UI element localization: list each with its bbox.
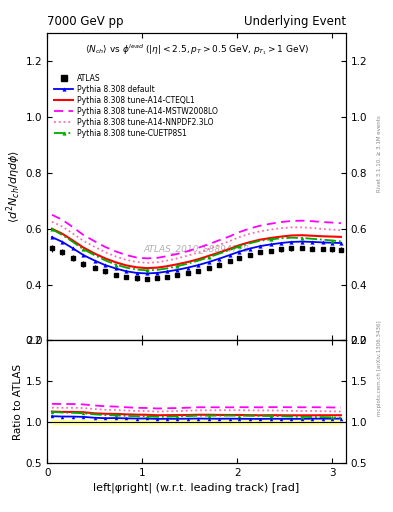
Y-axis label: Ratio to ATLAS: Ratio to ATLAS — [13, 364, 23, 440]
Y-axis label: $\langle d^2N_{ch}/d\eta d\phi\rangle$: $\langle d^2N_{ch}/d\eta d\phi\rangle$ — [4, 151, 23, 223]
Text: Rivet 3.1.10, ≥ 3.1M events: Rivet 3.1.10, ≥ 3.1M events — [377, 115, 382, 192]
Text: $\langle N_{ch}\rangle$ vs $\phi^{lead}$ ($|\eta| < 2.5, p_T > 0.5$ GeV, $p_{T_1: $\langle N_{ch}\rangle$ vs $\phi^{lead}$… — [84, 42, 309, 57]
Legend: ATLAS, Pythia 8.308 default, Pythia 8.308 tune-A14-CTEQL1, Pythia 8.308 tune-A14: ATLAS, Pythia 8.308 default, Pythia 8.30… — [54, 74, 218, 138]
X-axis label: left|φright| (w.r.t. leading track) [rad]: left|φright| (w.r.t. leading track) [rad… — [94, 482, 299, 493]
Text: 7000 GeV pp: 7000 GeV pp — [47, 15, 124, 28]
Text: Underlying Event: Underlying Event — [244, 15, 346, 28]
Text: ATLAS_2010_S8894728: ATLAS_2010_S8894728 — [143, 244, 250, 253]
Text: mcplots.cern.ch [arXiv:1306.3436]: mcplots.cern.ch [arXiv:1306.3436] — [377, 321, 382, 416]
